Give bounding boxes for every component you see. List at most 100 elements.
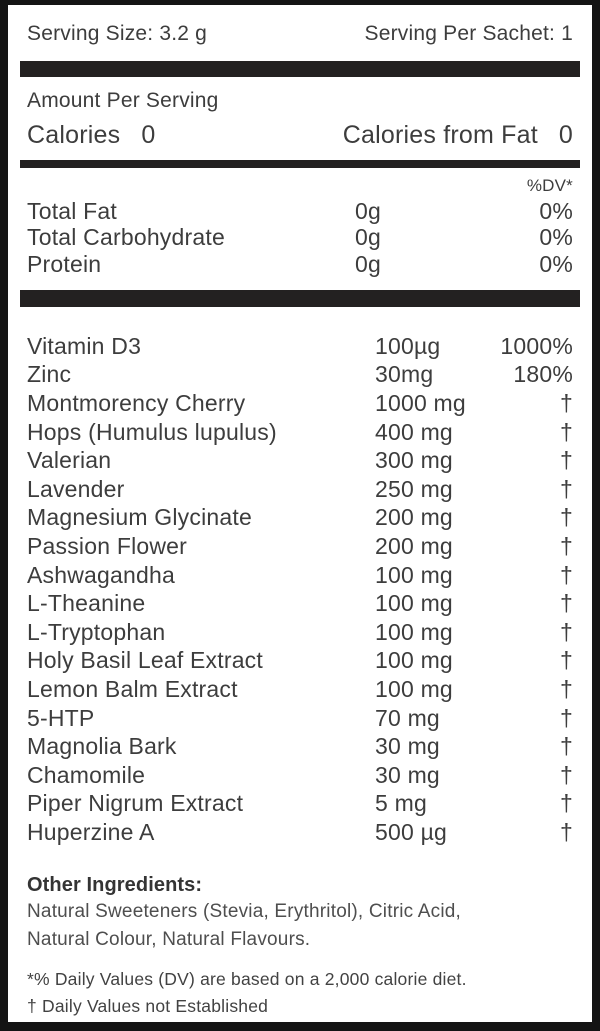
ingredient-dv: † bbox=[560, 561, 573, 588]
calories-from-fat-label: Calories from Fat bbox=[342, 121, 538, 149]
separator-bar-thick-middle bbox=[20, 289, 580, 307]
ingredient-dv: † bbox=[560, 704, 573, 731]
calories-row: Calories 0 Calories from Fat 0 bbox=[27, 119, 573, 151]
amount-per-serving-label: Amount Per Serving bbox=[27, 89, 219, 112]
ingredient-row: Magnolia Bark 30 mg † bbox=[27, 732, 573, 761]
ingredient-amount: 30 mg bbox=[375, 733, 440, 760]
ingredient-name: Magnesium Glycinate bbox=[27, 504, 252, 531]
ingredient-name: Huperzine A bbox=[27, 818, 155, 845]
ingredient-row: Piper Nigrum Extract 5 mg † bbox=[27, 789, 573, 818]
separator-bar-thick-top bbox=[20, 61, 580, 77]
ingredient-dv: † bbox=[560, 647, 573, 674]
ingredient-row: Zinc 30mg 180% bbox=[27, 360, 573, 389]
ingredient-dv: † bbox=[560, 390, 573, 417]
macronutrient-table: Total Fat 0g 0% Total Carbohydrate 0g 0%… bbox=[27, 198, 573, 277]
ingredient-amount: 100 mg bbox=[375, 647, 453, 674]
ingredient-amount: 5 mg bbox=[375, 790, 427, 817]
separator-bar-thin bbox=[20, 160, 580, 168]
ingredient-amount: 1000 mg bbox=[375, 390, 466, 417]
ingredient-amount: 30 mg bbox=[375, 761, 440, 788]
ingredient-amount: 100µg bbox=[375, 332, 441, 359]
ingredient-amount: 30mg bbox=[375, 361, 434, 388]
ingredient-dv: † bbox=[560, 418, 573, 445]
ingredient-name: Magnolia Bark bbox=[27, 733, 177, 760]
ingredient-row: Lemon Balm Extract 100 mg † bbox=[27, 675, 573, 704]
other-ingredients-line: Natural Sweeteners (Stevia, Erythritol),… bbox=[27, 900, 462, 922]
ingredient-amount: 100 mg bbox=[375, 676, 453, 703]
ingredient-dv: † bbox=[560, 761, 573, 788]
ingredient-dv: † bbox=[560, 447, 573, 474]
ingredient-name: Passion Flower bbox=[27, 533, 188, 560]
ingredient-dv: 1000% bbox=[500, 332, 573, 359]
nutrient-dv: 0% bbox=[539, 224, 573, 251]
nutrient-dv: 0% bbox=[539, 198, 573, 224]
calories-from-fat-group: Calories from Fat 0 bbox=[343, 119, 573, 151]
ingredient-row: Lavender 250 mg † bbox=[27, 475, 573, 504]
ingredient-name: Lemon Balm Extract bbox=[27, 676, 238, 703]
nutrient-row: Total Fat 0g 0% bbox=[27, 198, 573, 224]
ingredient-amount: 200 mg bbox=[375, 533, 453, 560]
daily-value-column-header: %DV* bbox=[526, 176, 573, 195]
calories-from-fat-value: 0 bbox=[558, 121, 573, 149]
nutrient-amount: 0g bbox=[355, 198, 381, 224]
ingredient-row: L-Theanine 100 mg † bbox=[27, 589, 573, 618]
ingredient-dv: † bbox=[560, 818, 573, 845]
ingredient-row: Huperzine A 500 µg † bbox=[27, 818, 573, 847]
ingredient-name: Ashwagandha bbox=[27, 561, 175, 588]
ingredient-amount: 100 mg bbox=[375, 618, 453, 645]
ingredient-name: 5-HTP bbox=[27, 704, 95, 731]
ingredient-name: Hops (Humulus lupulus) bbox=[27, 418, 277, 445]
ingredient-amount: 250 mg bbox=[375, 475, 453, 502]
nutrient-name: Protein bbox=[27, 250, 102, 277]
calories-value: 0 bbox=[141, 121, 156, 149]
nutrient-amount: 0g bbox=[355, 224, 381, 251]
calories-label: Calories bbox=[27, 121, 121, 149]
ingredient-row: Vitamin D3 100µg 1000% bbox=[27, 332, 573, 361]
ingredient-name: Valerian bbox=[27, 447, 112, 474]
ingredient-dv: † bbox=[560, 504, 573, 531]
other-ingredients-title: Other Ingredients: bbox=[27, 873, 203, 896]
ingredient-dv: † bbox=[560, 475, 573, 502]
ingredient-dv: † bbox=[560, 618, 573, 645]
ingredient-row: Chamomile 30 mg † bbox=[27, 761, 573, 790]
ingredient-amount: 300 mg bbox=[375, 447, 453, 474]
footnote-not-established: † Daily Values not Established bbox=[27, 995, 269, 1016]
ingredient-name: Piper Nigrum Extract bbox=[27, 790, 244, 817]
ingredient-amount: 100 mg bbox=[375, 561, 453, 588]
ingredient-name: Vitamin D3 bbox=[27, 332, 142, 359]
nutrient-dv: 0% bbox=[539, 250, 573, 277]
nutrient-row: Total Carbohydrate 0g 0% bbox=[27, 224, 573, 250]
ingredient-dv: † bbox=[560, 790, 573, 817]
ingredient-amount: 400 mg bbox=[375, 418, 453, 445]
ingredient-row: L-Tryptophan 100 mg † bbox=[27, 618, 573, 647]
ingredient-dv: † bbox=[560, 590, 573, 617]
calories-group: Calories 0 bbox=[27, 119, 155, 151]
serving-size-text: Serving Size: 3.2 g bbox=[27, 22, 208, 45]
ingredient-name: Montmorency Cherry bbox=[27, 390, 246, 417]
ingredient-dv: † bbox=[560, 733, 573, 760]
ingredient-dv: 180% bbox=[513, 361, 573, 388]
other-ingredients-section: Other Ingredients: Natural Sweeteners (S… bbox=[27, 873, 573, 955]
ingredient-amount: 100 mg bbox=[375, 590, 453, 617]
ingredient-dv: † bbox=[560, 533, 573, 560]
ingredient-table: Vitamin D3 100µg 1000% Zinc 30mg 180% Mo… bbox=[27, 332, 573, 847]
ingredient-amount: 70 mg bbox=[375, 704, 440, 731]
ingredient-name: Chamomile bbox=[27, 761, 146, 788]
nutrient-amount: 0g bbox=[355, 250, 381, 277]
ingredient-amount: 500 µg bbox=[375, 818, 448, 845]
ingredient-row: 5-HTP 70 mg † bbox=[27, 704, 573, 733]
ingredient-row: Holy Basil Leaf Extract 100 mg † bbox=[27, 646, 573, 675]
ingredient-name: L-Theanine bbox=[27, 590, 146, 617]
ingredient-row: Valerian 300 mg † bbox=[27, 446, 573, 475]
footnote-daily-values: *% Daily Values (DV) are based on a 2,00… bbox=[27, 968, 467, 989]
ingredient-row: Passion Flower 200 mg † bbox=[27, 532, 573, 561]
ingredient-row: Ashwagandha 100 mg † bbox=[27, 561, 573, 590]
nutrient-name: Total Fat bbox=[27, 198, 118, 224]
ingredient-name: Zinc bbox=[27, 361, 72, 388]
ingredient-amount: 200 mg bbox=[375, 504, 453, 531]
ingredient-name: Lavender bbox=[27, 475, 125, 502]
nutrient-name: Total Carbohydrate bbox=[27, 224, 225, 251]
ingredient-dv: † bbox=[560, 676, 573, 703]
nutrient-row: Protein 0g 0% bbox=[27, 251, 573, 277]
other-ingredients-line: Natural Colour, Natural Flavours. bbox=[27, 929, 311, 951]
